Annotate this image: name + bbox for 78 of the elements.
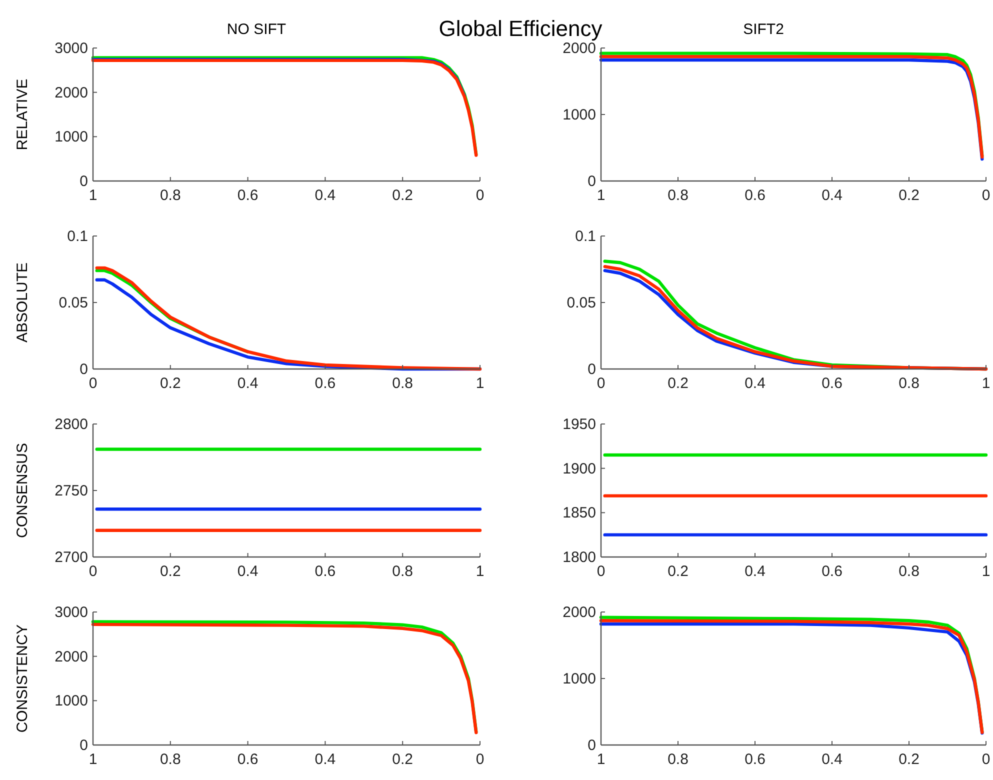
y-axis-title: RELATIVE — [14, 78, 31, 150]
x-tick-label: 0.6 — [822, 563, 842, 580]
y-tick-label: 2750 — [54, 482, 88, 500]
chart-title: NO SIFT — [226, 21, 286, 38]
x-tick-label: 0.4 — [822, 751, 842, 768]
y-tick-label: 1000 — [54, 128, 88, 146]
x-tick-label: 0.6 — [314, 563, 336, 580]
x-tick-label: 1 — [982, 375, 990, 392]
y-tick-label: 3000 — [54, 40, 88, 57]
x-tick-label: 0.4 — [314, 187, 336, 204]
x-tick-label: 0.2 — [668, 563, 688, 580]
y-tick-label: 2000 — [562, 604, 596, 621]
y-tick-label: 0.05 — [58, 294, 88, 312]
x-tick-label: 0 — [982, 751, 990, 768]
y-tick-label: 1850 — [562, 504, 596, 522]
x-tick-label: 0.6 — [822, 375, 842, 392]
y-axis-title: ABSOLUTE — [14, 262, 31, 343]
y-axis-title: CONSISTENCY — [14, 624, 31, 733]
y-tick-label: 0 — [588, 173, 596, 190]
y-tick-label: 1900 — [562, 460, 596, 478]
x-tick-label: 0.8 — [392, 563, 414, 580]
y-tick-label: 0 — [80, 361, 88, 378]
y-tick-label: 0 — [588, 737, 596, 754]
x-tick-label: 0.4 — [237, 563, 258, 580]
y-tick-label: 1800 — [562, 549, 596, 566]
y-tick-label: 0.1 — [575, 228, 596, 245]
y-tick-label: 0 — [80, 737, 88, 754]
y-tick-label: 2800 — [54, 416, 88, 433]
y-tick-label: 0.05 — [566, 294, 596, 312]
x-tick-label: 0.4 — [744, 563, 766, 580]
x-tick-label: 0.8 — [392, 375, 414, 392]
x-tick-label: 0.2 — [898, 187, 920, 204]
x-tick-label: 0.8 — [898, 375, 920, 392]
x-tick-label: 0.2 — [392, 751, 414, 768]
x-tick-label: 0 — [982, 187, 990, 204]
y-tick-label: 0 — [588, 361, 596, 378]
y-tick-label: 0.1 — [67, 228, 88, 245]
y-tick-label: 1000 — [54, 692, 88, 710]
x-tick-label: 0.4 — [744, 375, 766, 392]
y-tick-label: 2000 — [54, 648, 88, 666]
x-tick-label: 0 — [476, 187, 484, 204]
x-tick-label: 0.6 — [314, 375, 336, 392]
x-tick-label: 1 — [596, 187, 606, 204]
x-tick-label: 0.2 — [160, 375, 181, 392]
x-tick-label: 0.8 — [668, 187, 688, 204]
y-tick-label: 2000 — [54, 84, 88, 102]
y-tick-label: 1950 — [562, 416, 596, 433]
y-tick-label: 0 — [80, 173, 88, 190]
x-tick-label: 0.8 — [668, 751, 688, 768]
y-tick-label: 2700 — [54, 549, 88, 566]
y-tick-label: 1000 — [562, 106, 596, 124]
x-tick-label: 0.2 — [392, 187, 414, 204]
x-tick-label: 0.2 — [160, 563, 181, 580]
x-tick-label: 1 — [476, 563, 484, 580]
x-tick-label: 0.8 — [160, 751, 181, 768]
x-tick-label: 1 — [88, 187, 98, 204]
y-axis-title: CONSENSUS — [14, 442, 31, 538]
x-tick-label: 0.8 — [898, 563, 920, 580]
y-tick-label: 2000 — [562, 40, 596, 57]
x-tick-label: 0.6 — [744, 187, 766, 204]
text: Global Efficiency — [438, 16, 602, 41]
x-tick-label: 0.4 — [822, 187, 842, 204]
x-tick-label: 0 — [476, 751, 484, 768]
x-tick-label: 0.2 — [898, 751, 920, 768]
y-tick-label: 1000 — [562, 670, 596, 688]
x-tick-label: 0.2 — [668, 375, 688, 392]
x-tick-label: 0.4 — [314, 751, 336, 768]
x-tick-label: 1 — [88, 751, 98, 768]
x-tick-label: 1 — [476, 375, 484, 392]
x-tick-label: 1 — [596, 751, 606, 768]
x-tick-label: 0.8 — [160, 187, 181, 204]
x-tick-label: 0.6 — [237, 751, 258, 768]
x-tick-label: 0.4 — [237, 375, 258, 392]
x-tick-label: 1 — [982, 563, 990, 580]
chart-title: SIFT2 — [743, 21, 784, 38]
x-tick-label: 0.6 — [744, 751, 766, 768]
y-tick-label: 3000 — [54, 604, 88, 621]
x-tick-label: 0.6 — [237, 187, 258, 204]
